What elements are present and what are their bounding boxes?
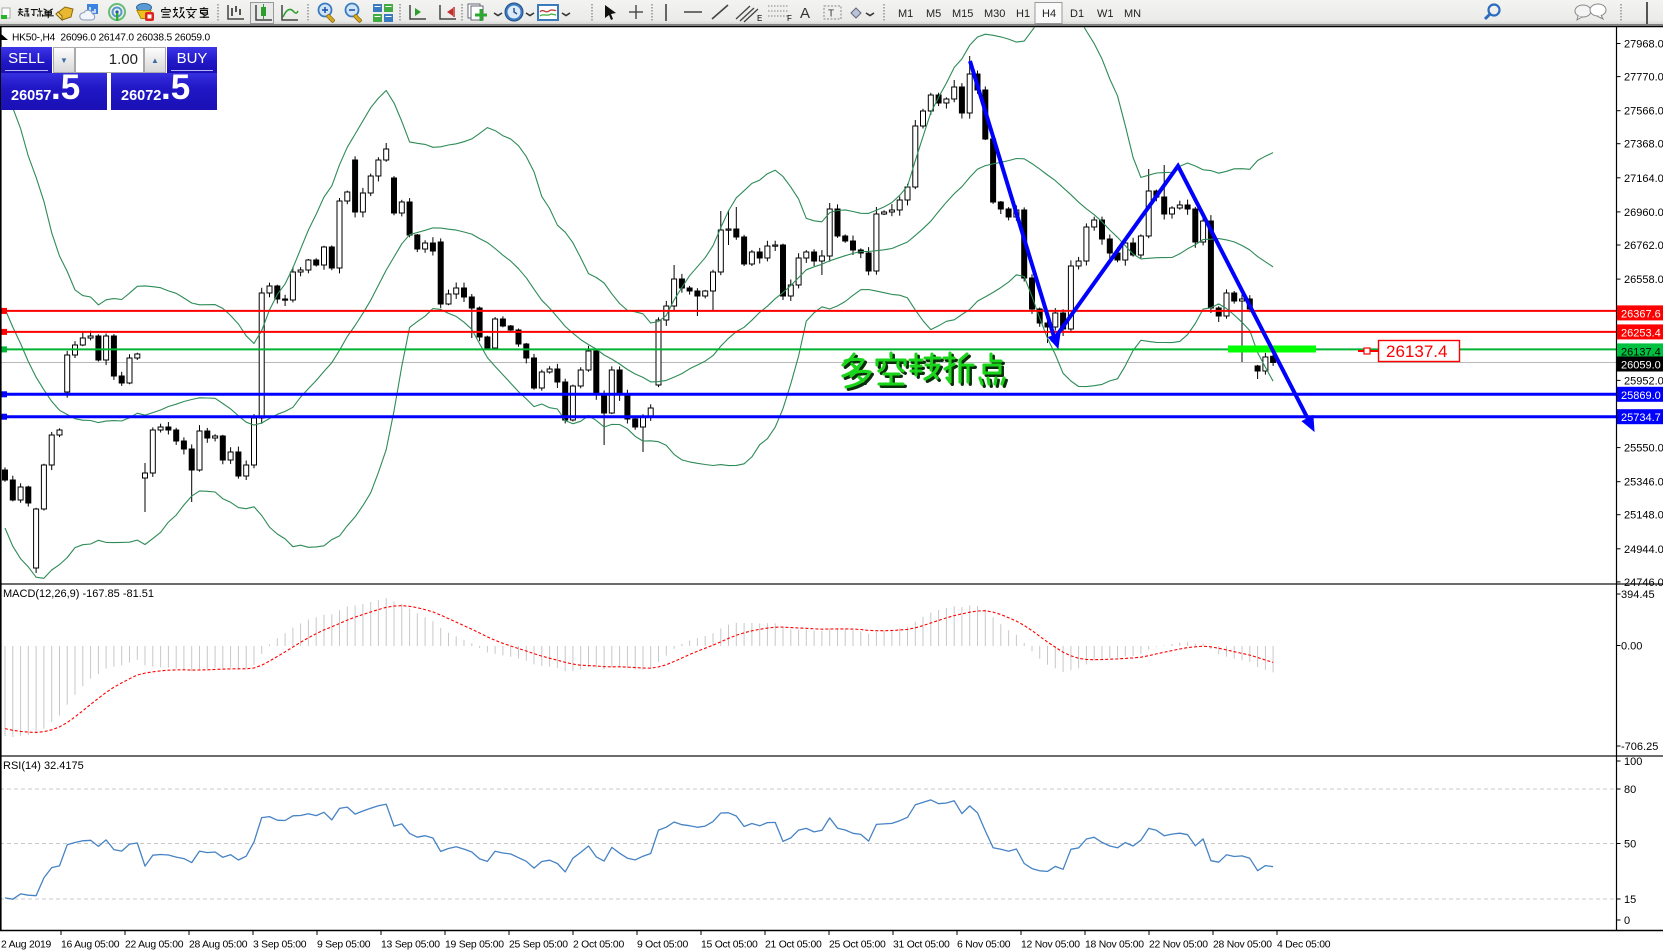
- svg-text:W1: W1: [1097, 8, 1114, 20]
- svg-text:M30: M30: [984, 8, 1005, 20]
- svg-text:394.45: 394.45: [1621, 589, 1655, 601]
- svg-text:25869.0: 25869.0: [1621, 390, 1661, 402]
- svg-text:HK50-,H4 26096.0 26147.0 2603: HK50-,H4 26096.0 26147.0 26038.5 26059.0: [12, 33, 211, 44]
- svg-text:19 Sep 05:00: 19 Sep 05:00: [445, 940, 504, 951]
- svg-text:H4: H4: [1042, 8, 1056, 20]
- svg-text:80: 80: [1624, 784, 1636, 796]
- svg-text:MN: MN: [1124, 8, 1141, 20]
- svg-text:25148.0: 25148.0: [1624, 510, 1663, 522]
- svg-text:16 Aug 05:00: 16 Aug 05:00: [61, 940, 120, 951]
- svg-text:15 Oct 05:00: 15 Oct 05:00: [701, 940, 758, 951]
- svg-text:M1: M1: [898, 8, 913, 20]
- svg-text:13 Sep 05:00: 13 Sep 05:00: [381, 940, 440, 951]
- svg-text:25550.0: 25550.0: [1624, 443, 1663, 455]
- svg-text:28 Aug 05:00: 28 Aug 05:00: [189, 940, 248, 951]
- svg-text:24944.0: 24944.0: [1624, 544, 1663, 556]
- svg-text:26137.4: 26137.4: [1386, 342, 1447, 361]
- svg-text:-706.25: -706.25: [1621, 741, 1658, 753]
- svg-text:27566.0: 27566.0: [1624, 106, 1663, 118]
- svg-text:22 Aug 05:00: 22 Aug 05:00: [125, 940, 184, 951]
- svg-text:26762.0: 26762.0: [1624, 240, 1663, 252]
- svg-text:24746.0: 24746.0: [1624, 577, 1663, 589]
- svg-text:27770.0: 27770.0: [1624, 72, 1663, 84]
- svg-text:25346.0: 25346.0: [1624, 477, 1663, 489]
- svg-text:26367.6: 26367.6: [1621, 308, 1661, 320]
- svg-text:9 Sep 05:00: 9 Sep 05:00: [317, 940, 371, 951]
- svg-text:3 Sep 05:00: 3 Sep 05:00: [253, 940, 307, 951]
- svg-text:2 Aug 2019: 2 Aug 2019: [1, 940, 52, 951]
- svg-text:25952.0: 25952.0: [1624, 375, 1663, 387]
- svg-text:H1: H1: [1016, 8, 1030, 20]
- svg-text:100: 100: [1624, 756, 1642, 768]
- svg-text:E: E: [757, 14, 762, 23]
- svg-text:0: 0: [1624, 915, 1630, 927]
- svg-text:4 Dec 05:00: 4 Dec 05:00: [1277, 940, 1331, 951]
- svg-text:22 Nov 05:00: 22 Nov 05:00: [1149, 940, 1208, 951]
- svg-text:26253.4: 26253.4: [1621, 327, 1661, 339]
- svg-text:9 Oct 05:00: 9 Oct 05:00: [637, 940, 688, 951]
- svg-text:2 Oct 05:00: 2 Oct 05:00: [573, 940, 624, 951]
- svg-text:26558.0: 26558.0: [1624, 274, 1663, 286]
- svg-text:6 Nov 05:00: 6 Nov 05:00: [957, 940, 1011, 951]
- svg-text:25 Oct 05:00: 25 Oct 05:00: [829, 940, 886, 951]
- svg-text:27164.0: 27164.0: [1624, 173, 1663, 185]
- svg-text:26059.0: 26059.0: [1621, 360, 1661, 372]
- svg-text:RSI(14) 32.4175: RSI(14) 32.4175: [3, 760, 84, 772]
- svg-text:27368.0: 27368.0: [1624, 139, 1663, 151]
- svg-text:0.00: 0.00: [1621, 641, 1642, 653]
- svg-text:A: A: [800, 5, 810, 22]
- svg-text:25734.7: 25734.7: [1621, 412, 1661, 424]
- svg-text:31 Oct 05:00: 31 Oct 05:00: [893, 940, 950, 951]
- svg-text:T: T: [828, 9, 834, 20]
- svg-text:18 Nov 05:00: 18 Nov 05:00: [1085, 940, 1144, 951]
- svg-text:15: 15: [1624, 894, 1636, 906]
- svg-text:25 Sep 05:00: 25 Sep 05:00: [509, 940, 568, 951]
- svg-text:26137.4: 26137.4: [1621, 346, 1661, 358]
- svg-text:M5: M5: [926, 8, 941, 20]
- svg-text:12 Nov 05:00: 12 Nov 05:00: [1021, 940, 1080, 951]
- svg-text:F: F: [787, 14, 792, 23]
- svg-text:M15: M15: [952, 8, 973, 20]
- svg-text:50: 50: [1624, 839, 1636, 851]
- svg-text:27968.0: 27968.0: [1624, 39, 1663, 51]
- svg-text:D1: D1: [1070, 8, 1084, 20]
- svg-text:26960.0: 26960.0: [1624, 207, 1663, 219]
- svg-text:MACD(12,26,9) -167.85 -81.51: MACD(12,26,9) -167.85 -81.51: [3, 588, 154, 600]
- svg-text:28 Nov 05:00: 28 Nov 05:00: [1213, 940, 1272, 951]
- svg-text:21 Oct 05:00: 21 Oct 05:00: [765, 940, 822, 951]
